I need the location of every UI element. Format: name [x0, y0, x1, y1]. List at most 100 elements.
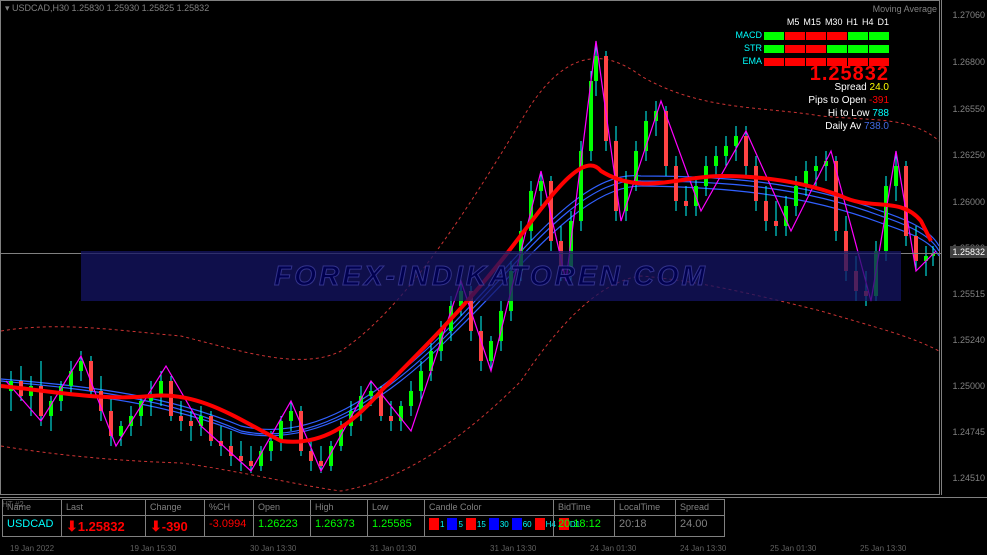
column-value: 1.26223: [254, 516, 310, 536]
column-header: %CH: [205, 500, 253, 516]
big-price: 1.25832: [732, 68, 889, 81]
indicator-label: MACD: [732, 29, 762, 42]
column-value: USDCAD: [3, 516, 61, 536]
indicator-box: [764, 32, 784, 40]
table-column: Candle Color15153060H4D1: [424, 499, 554, 537]
x-tick: 25 Jan 13:30: [860, 544, 906, 553]
indicator-name: Moving Average: [873, 3, 937, 16]
column-header: Name: [3, 500, 61, 516]
column-header: Spread: [676, 500, 724, 516]
column-header: BidTime: [554, 500, 614, 516]
indicator-label: EMA: [732, 55, 762, 68]
indicator-box: [848, 32, 868, 40]
y-axis: 1.27060 1.26800 1.26550 1.26250 1.26000 1.258…: [941, 0, 987, 495]
timeframe-label[interactable]: H4: [862, 17, 874, 27]
indicator-box: [785, 45, 805, 53]
x-tick: 24 Jan 01:30: [590, 544, 636, 553]
indicator-box: [806, 32, 826, 40]
indicator-box: [785, 32, 805, 40]
indicator-box: [806, 45, 826, 53]
y-tick: 1.26550: [943, 104, 985, 114]
indicator-box: [764, 45, 784, 53]
y-tick: 1.24510: [943, 473, 985, 483]
timeframe-label[interactable]: D1: [877, 17, 889, 27]
indicator-label: STR: [732, 42, 762, 55]
info-panel: Moving Average M5M15M30H1H4D1 MACDSTREMA…: [732, 16, 889, 133]
indicator-box: [785, 58, 805, 66]
column-header: Change: [146, 500, 204, 516]
column-value: 20:18:12: [554, 516, 614, 536]
y-tick: 1.26000: [943, 197, 985, 207]
table-column: NameUSDCAD: [2, 499, 62, 537]
timeframe-label[interactable]: H1: [846, 17, 858, 27]
table-column: Change⬇-390: [145, 499, 205, 537]
watermark-text: FOREX-INDIKATOREN.COM: [274, 260, 708, 292]
x-tick: 30 Jan 13:30: [250, 544, 296, 553]
indicator-box: [848, 45, 868, 53]
column-value: 1.25585: [368, 516, 424, 536]
x-tick: 31 Jan 13:30: [490, 544, 536, 553]
column-value: 24.00: [676, 516, 724, 536]
column-value: -3.0994: [205, 516, 253, 536]
x-tick: 31 Jan 01:30: [370, 544, 416, 553]
info-line: Pips to Open -391: [732, 94, 889, 107]
indicator-box: [869, 45, 889, 53]
chart-container: ▾ USDCAD,H30 1.25830 1.25930 1.25825 1.2…: [0, 0, 987, 555]
indicator-box: [764, 58, 784, 66]
candle-color-box: [429, 518, 439, 530]
watermark: FOREX-INDIKATOREN.COM: [81, 251, 901, 301]
table-column: Spread24.00: [675, 499, 725, 537]
timeframe-label[interactable]: M15: [803, 17, 821, 27]
y-tick: 1.26800: [943, 57, 985, 67]
x-tick: 19 Jan 2022: [10, 544, 54, 553]
table-column: LocalTime20:18: [614, 499, 676, 537]
candle-color-box: [447, 518, 457, 530]
candle-color-box: [512, 518, 522, 530]
column-value: 1.26373: [311, 516, 367, 536]
y-tick: 1.25000: [943, 381, 985, 391]
table-column: BidTime20:18:12: [553, 499, 615, 537]
y-tick: 1.26250: [943, 150, 985, 160]
indicator-box: [827, 45, 847, 53]
column-value: ⬇-390: [146, 516, 204, 536]
table-column: Open1.26223: [253, 499, 311, 537]
column-header: Open: [254, 500, 310, 516]
y-tick: 1.27060: [943, 10, 985, 20]
column-header: High: [311, 500, 367, 516]
y-tick: 1.25240: [943, 335, 985, 345]
y-tick: 1.24745: [943, 427, 985, 437]
x-tick: 24 Jan 13:30: [680, 544, 726, 553]
info-line: Hi to Low 788: [732, 107, 889, 120]
indicator-box: [869, 32, 889, 40]
indicator-row: MACD: [732, 29, 889, 42]
candle-color-box: [466, 518, 476, 530]
table-column: Last⬇1.25832: [61, 499, 146, 537]
x-axis: 19 Jan 2022 19 Jan 15:30 30 Jan 13:30 31 Ja…: [0, 540, 940, 555]
column-header: LocalTime: [615, 500, 675, 516]
candle-color-box: [535, 518, 545, 530]
candle-color-box: [489, 518, 499, 530]
info-table: NameUSDCADLast⬇1.25832Change⬇-390%CH-3.0…: [2, 499, 724, 537]
bottom-panel: HT #2 NameUSDCADLast⬇1.25832Change⬇-390%…: [0, 497, 987, 555]
price-marker: 1.25832: [950, 246, 987, 258]
y-tick: 1.25515: [943, 289, 985, 299]
table-column: %CH-3.0994: [204, 499, 254, 537]
x-tick: 25 Jan 01:30: [770, 544, 816, 553]
table-column: Low1.25585: [367, 499, 425, 537]
column-header: Last: [62, 500, 145, 516]
column-header: Low: [368, 500, 424, 516]
table-column: High1.26373: [310, 499, 368, 537]
x-tick: 19 Jan 15:30: [130, 544, 176, 553]
arrow-down-icon: ⬇: [150, 518, 162, 535]
column-value: ⬇1.25832: [62, 516, 145, 536]
info-line: Daily Av 738.0: [732, 120, 889, 133]
indicator-box: [827, 32, 847, 40]
column-header: Candle Color: [425, 500, 553, 516]
timeframe-label[interactable]: M30: [825, 17, 843, 27]
timeframe-row: M5M15 M30H1 H4D1: [732, 16, 889, 29]
column-value: 20:18: [615, 516, 675, 536]
timeframe-label[interactable]: M5: [787, 17, 800, 27]
chart-area[interactable]: ▾ USDCAD,H30 1.25830 1.25930 1.25825 1.2…: [0, 0, 940, 495]
column-value: 15153060H4D1: [425, 516, 553, 536]
indicator-row: STR: [732, 42, 889, 55]
